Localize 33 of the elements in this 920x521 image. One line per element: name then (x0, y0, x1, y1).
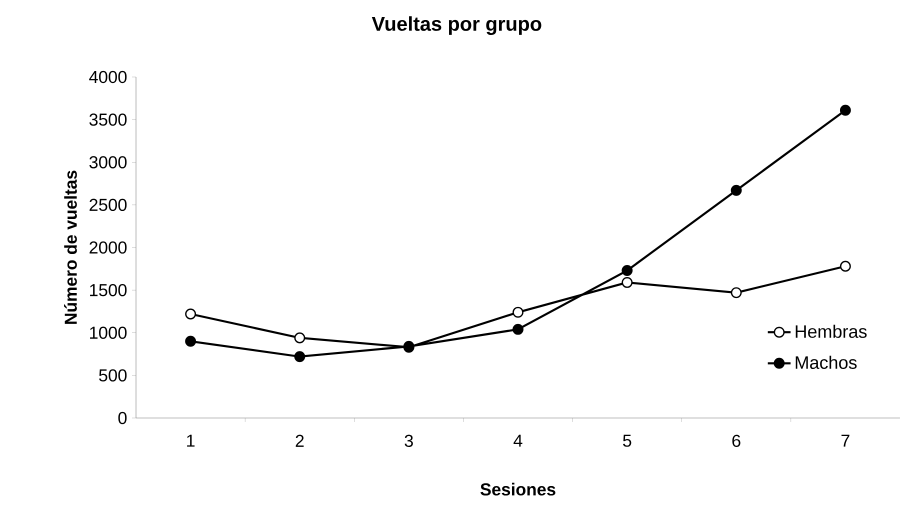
x-tick-label: 1 (187, 434, 195, 447)
point (294, 332, 306, 344)
legend-label: Machos (796, 356, 857, 369)
y-axis-title: Número de vueltas (64, 170, 77, 324)
y-tick-label: 2000 (90, 241, 127, 254)
x-tick-label: 6 (732, 434, 740, 447)
x-tick-label: 3 (404, 434, 413, 447)
y-tick-label: 500 (99, 369, 127, 382)
chart-title: Vueltas por grupo (372, 16, 542, 35)
point (512, 306, 524, 318)
point (840, 260, 851, 272)
point (730, 184, 742, 196)
point (622, 276, 633, 288)
y-tick-label: 1000 (90, 326, 127, 339)
point (294, 351, 306, 362)
point (730, 287, 742, 298)
x-tick-label: 5 (623, 434, 632, 447)
x-tick-label: 2 (296, 434, 304, 447)
y-tick-label: 1500 (90, 284, 127, 296)
x-tick-label: 4 (514, 434, 522, 447)
y-tick-label: 2500 (90, 198, 127, 212)
point (622, 265, 633, 276)
y-tick-label: 4000 (89, 70, 127, 84)
y-tick-label: 3500 (89, 113, 127, 126)
point (185, 308, 196, 320)
y-tick-label: 0 (118, 412, 127, 424)
point (185, 336, 196, 347)
point (840, 104, 851, 116)
x-axis-title: Sesiones (480, 482, 556, 496)
legend-label: Hembras (796, 324, 867, 338)
x-tick-label: 7 (842, 434, 850, 447)
point (512, 324, 524, 335)
y-tick-label: 3000 (89, 156, 127, 168)
